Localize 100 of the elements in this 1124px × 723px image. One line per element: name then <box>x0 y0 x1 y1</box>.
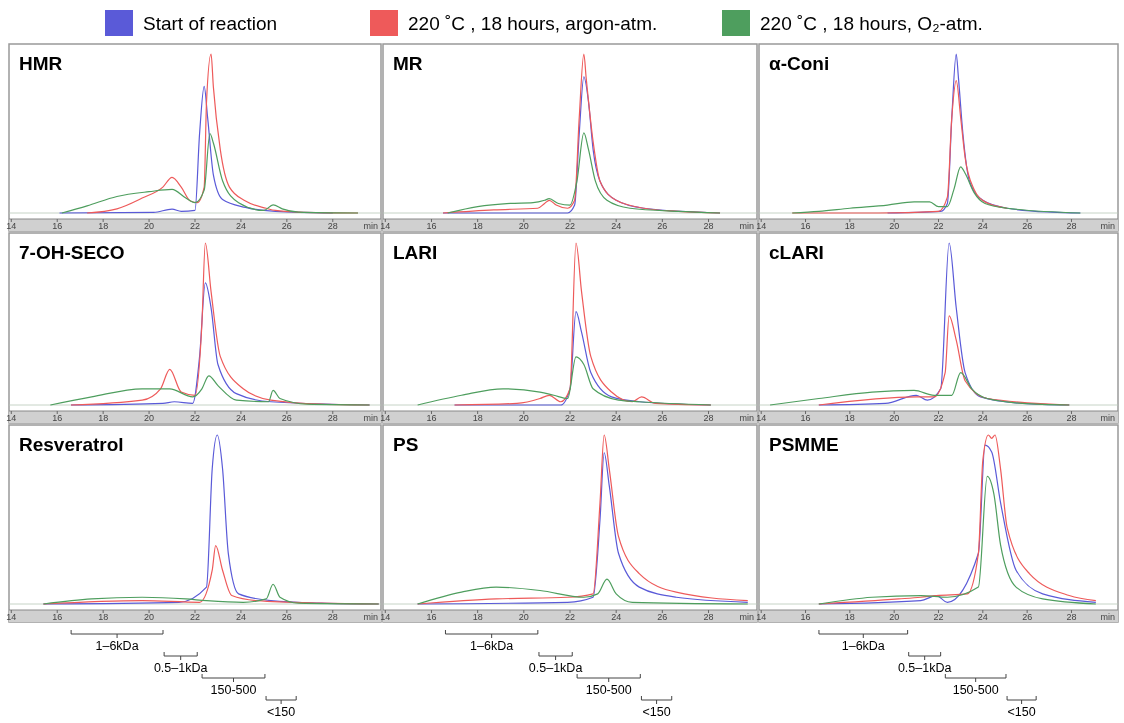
x-tick-label: 24 <box>235 413 246 423</box>
x-tick-label: 16 <box>426 221 437 231</box>
legend-label: Start of reaction <box>143 13 278 34</box>
x-tick-label: 28 <box>703 612 714 622</box>
x-tick-label: 26 <box>1022 413 1033 423</box>
x-tick-label: 28 <box>327 221 338 231</box>
text: 1–6kDa <box>841 639 885 653</box>
x-tick-label: 22 <box>564 413 576 423</box>
legend-label: 220 ˚C , 18 hours, argon-atm. <box>408 13 658 34</box>
x-tick-label: 18 <box>472 612 483 622</box>
chart-title: PSMME <box>769 434 839 455</box>
legend-label: 220 ˚C , 18 hours, O₂-atm. <box>760 13 983 34</box>
x-tick-label: 26 <box>1022 221 1033 231</box>
x-tick-label: 16 <box>52 612 63 622</box>
x-axis-title: min <box>739 221 754 231</box>
x-tick-label: 26 <box>1022 612 1033 622</box>
x-tick-label: 26 <box>281 612 292 622</box>
x-tick-label: 18 <box>472 413 483 423</box>
x-tick-label: 20 <box>889 612 900 622</box>
x-tick-label: 22 <box>189 221 201 231</box>
chart-title: PS <box>393 434 419 455</box>
x-tick-label: 16 <box>426 612 437 622</box>
x-axis-title: min <box>1100 221 1115 231</box>
text: 150-500 <box>210 683 257 697</box>
text: 0.5–1kDa <box>528 661 583 675</box>
x-tick-label: 24 <box>611 221 622 231</box>
x-axis-title: min <box>739 612 754 622</box>
x-tick-label: 20 <box>518 221 529 231</box>
chart-title: HMR <box>19 53 63 74</box>
x-axis-title: min <box>363 612 378 622</box>
x-tick-label: 18 <box>98 413 109 423</box>
text: <150 <box>1007 705 1036 719</box>
x-tick-label: 28 <box>327 413 338 423</box>
x-tick-label: 22 <box>189 413 201 423</box>
x-tick-label: 22 <box>189 612 201 622</box>
text: 0.5–1kDa <box>153 661 208 675</box>
x-tick-label: 22 <box>933 413 944 423</box>
x-tick-label: 22 <box>933 221 944 231</box>
x-tick-label: 20 <box>144 612 155 622</box>
x-tick-label: 26 <box>657 413 668 423</box>
x-tick-label: 14 <box>756 413 767 423</box>
chart-title: 7-OH-SECO <box>19 242 125 263</box>
x-tick-label: 20 <box>518 413 529 423</box>
x-tick-label: 14 <box>380 221 391 231</box>
text: 0.5–1kDa <box>897 661 952 675</box>
x-tick-label: 22 <box>564 221 576 231</box>
x-tick-label: 24 <box>611 612 622 622</box>
chart-title: LARI <box>393 242 438 263</box>
x-tick-label: 26 <box>281 221 292 231</box>
x-tick-label: 24 <box>235 612 246 622</box>
x-tick-label: 14 <box>756 221 767 231</box>
x-axis-title: min <box>739 413 754 423</box>
x-tick-label: 24 <box>611 413 622 423</box>
text: <150 <box>267 705 296 719</box>
x-tick-label: 26 <box>657 221 668 231</box>
x-tick-label: 20 <box>889 413 900 423</box>
chart-title: cLARI <box>769 242 824 263</box>
x-axis-title: min <box>363 413 378 423</box>
x-tick-label: 14 <box>6 612 17 622</box>
x-tick-label: 28 <box>703 413 714 423</box>
x-tick-label: 16 <box>52 221 63 231</box>
x-tick-label: 20 <box>144 221 155 231</box>
text: 1–6kDa <box>470 639 514 653</box>
x-tick-label: 14 <box>756 612 767 622</box>
text: 1–6kDa <box>95 639 139 653</box>
x-tick-label: 18 <box>98 221 109 231</box>
x-tick-label: 24 <box>977 413 988 423</box>
x-tick-label: 26 <box>657 612 668 622</box>
x-axis-title: min <box>363 221 378 231</box>
text: 150-500 <box>952 683 999 697</box>
x-tick-label: 28 <box>1066 612 1077 622</box>
chart-title: MR <box>393 53 423 74</box>
x-tick-label: 28 <box>703 221 714 231</box>
chart-title: Resveratrol <box>19 434 124 455</box>
x-tick-label: 14 <box>6 413 17 423</box>
text: <150 <box>642 705 671 719</box>
x-tick-label: 20 <box>889 221 900 231</box>
x-tick-label: 28 <box>1066 413 1077 423</box>
x-tick-label: 20 <box>144 413 155 423</box>
x-tick-label: 28 <box>1066 221 1077 231</box>
x-tick-label: 24 <box>235 221 246 231</box>
x-tick-label: 14 <box>6 221 17 231</box>
x-axis-title: min <box>1100 413 1115 423</box>
x-tick-label: 16 <box>426 413 437 423</box>
x-tick-label: 16 <box>800 413 811 423</box>
x-tick-label: 28 <box>327 612 338 622</box>
x-tick-label: 14 <box>380 612 391 622</box>
x-tick-label: 18 <box>98 612 109 622</box>
x-tick-label: 22 <box>564 612 576 622</box>
x-tick-label: 24 <box>977 221 988 231</box>
x-tick-label: 26 <box>281 413 292 423</box>
x-tick-label: 16 <box>800 612 811 622</box>
chart-title: α-Coni <box>769 53 830 74</box>
x-axis-title: min <box>1100 612 1115 622</box>
x-tick-label: 18 <box>844 612 855 622</box>
x-tick-label: 22 <box>933 612 944 622</box>
x-tick-label: 16 <box>52 413 63 423</box>
x-tick-label: 14 <box>380 413 391 423</box>
text: 150-500 <box>585 683 632 697</box>
x-tick-label: 18 <box>844 221 855 231</box>
